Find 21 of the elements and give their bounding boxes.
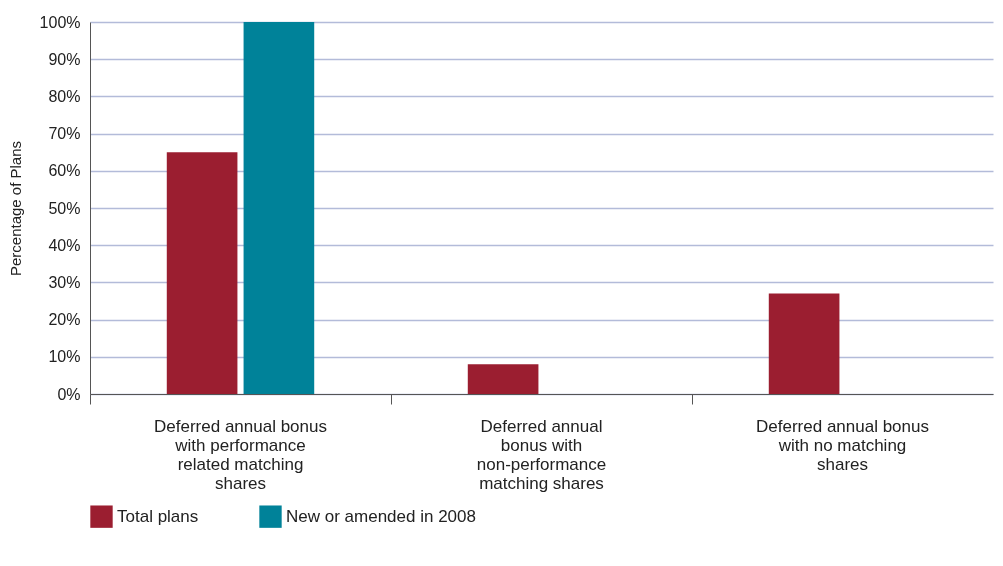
y-tick-label: 20% [48, 311, 81, 329]
y-tick-label: 100% [39, 13, 81, 31]
y-tick-label: 30% [48, 273, 81, 291]
y-tick-label: 80% [48, 87, 81, 105]
x-tick-label: Deferred annual bonus with performance related matching shares [154, 416, 327, 493]
y-tick-label: 60% [48, 162, 81, 180]
bar [768, 293, 840, 394]
x-tick-label: Deferred annual bonus with non-performance matching shares [476, 416, 607, 493]
y-tick-label: 90% [48, 50, 81, 68]
y-tick-label: 40% [48, 236, 81, 254]
x-tick-label: Deferred annual bonus with no matching shares [756, 416, 929, 474]
y-tick-label: 10% [48, 348, 81, 366]
y-tick-label: 50% [48, 199, 81, 217]
y-axis-title: Percentage of Plans [6, 140, 24, 277]
bar [166, 152, 238, 394]
y-tick-label: 0% [57, 385, 81, 403]
y-tick-label: 70% [48, 125, 81, 143]
bar [467, 364, 539, 394]
legend-label: Total plans [117, 506, 199, 526]
legend-label: New or amended in 2008 [286, 506, 476, 526]
bar [243, 22, 315, 394]
